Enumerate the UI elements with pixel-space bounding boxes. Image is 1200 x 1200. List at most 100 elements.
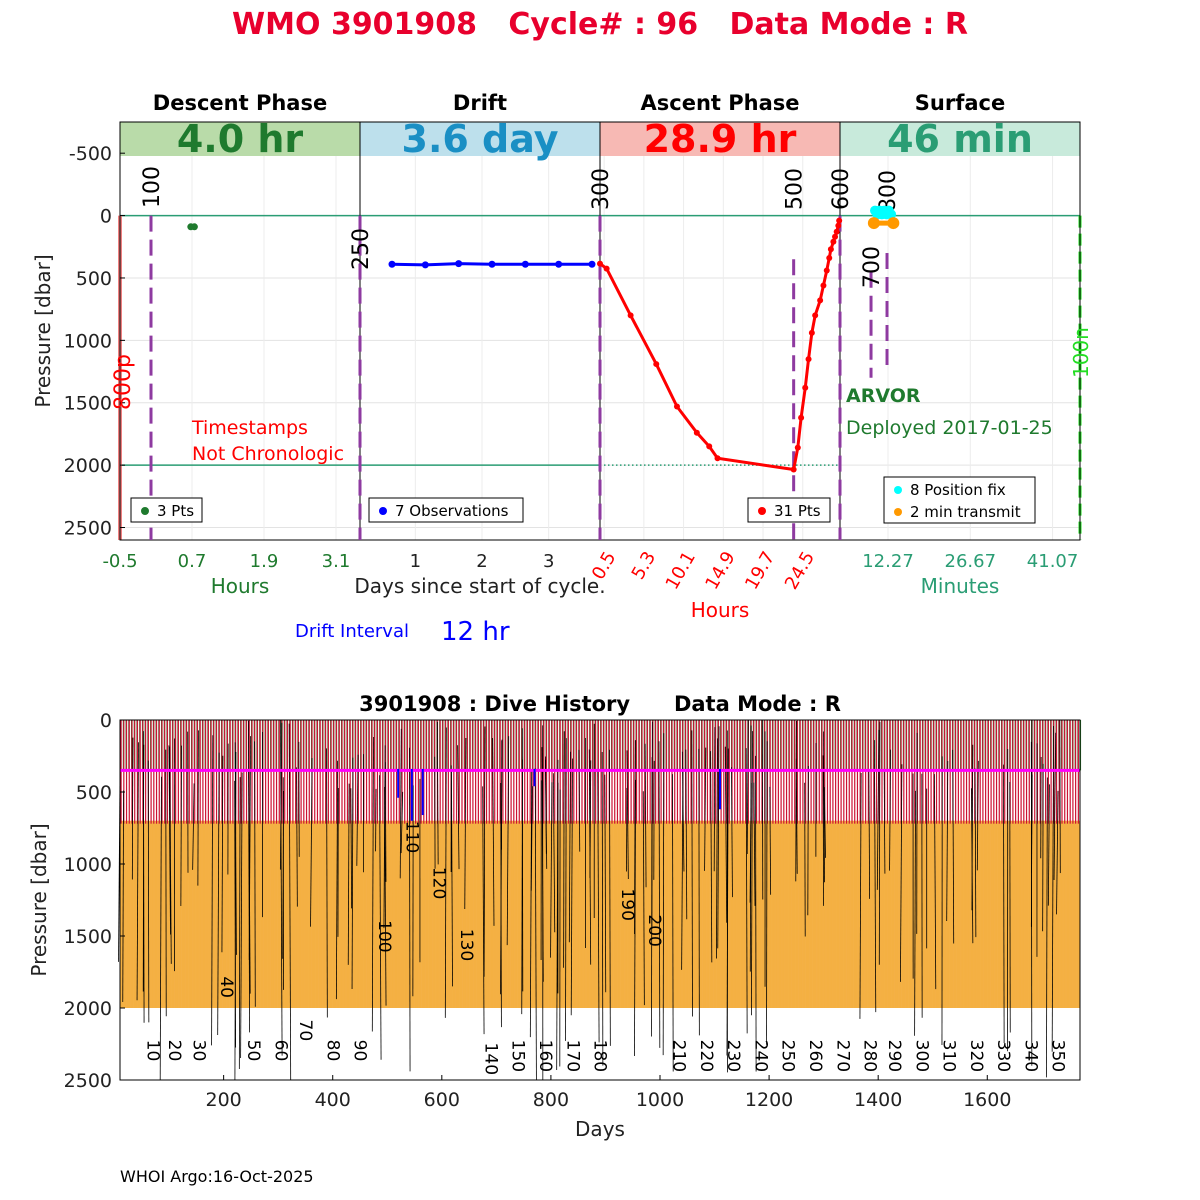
surface-side-label: 100n xyxy=(1069,327,1093,378)
drift-tick-label: 1 xyxy=(410,551,421,572)
variable-trace xyxy=(122,790,124,1003)
ascent-point xyxy=(830,238,837,245)
variable-trace xyxy=(824,787,826,858)
drift-tick-label: 2 xyxy=(476,551,487,572)
surface-legend-swatch xyxy=(894,508,902,516)
variable-trace xyxy=(234,780,237,1048)
variable-trace xyxy=(444,727,447,1018)
marker-label-800: 800 xyxy=(876,170,901,212)
phase-title: Drift xyxy=(453,91,507,115)
cycle-label: 90 xyxy=(350,1040,370,1062)
y-axis-label: Pressure [dbar] xyxy=(31,254,55,407)
cycle-label: 130 xyxy=(456,929,476,961)
cycle-label: 70 xyxy=(295,1020,315,1042)
variable-trace xyxy=(238,777,241,1070)
variable-trace xyxy=(876,729,880,890)
variable-trace xyxy=(534,768,537,1081)
variable-trace xyxy=(399,728,402,879)
variable-trace xyxy=(823,731,825,883)
cycle-label: 230 xyxy=(723,1040,743,1072)
variable-trace xyxy=(749,782,752,903)
history-y-tick-label: 500 xyxy=(76,782,112,804)
timestamp-warning: Timestamps xyxy=(191,417,308,439)
variable-trace xyxy=(400,791,404,854)
drift-legend-box xyxy=(368,497,524,523)
drift-legend-swatch xyxy=(379,507,387,515)
float-model: ARVOR xyxy=(846,385,921,407)
history-y-tick-label: 0 xyxy=(100,710,112,732)
surface-legend-box xyxy=(883,476,1036,524)
surface-x-label: Minutes xyxy=(921,574,1000,598)
drift-interval-label: Drift Interval xyxy=(295,621,409,642)
cycle-label: 220 xyxy=(696,1040,716,1072)
cycle-label: 110 xyxy=(401,821,421,853)
descent-legend-swatch xyxy=(141,507,149,515)
history-frame xyxy=(119,719,1081,1081)
variable-trace xyxy=(952,749,955,944)
variable-trace xyxy=(379,775,382,1060)
variable-trace xyxy=(482,786,485,1035)
ascent-point xyxy=(802,384,809,391)
variable-trace xyxy=(1053,732,1057,881)
history-y-tick-label: 1500 xyxy=(64,926,112,948)
variable-trace xyxy=(662,733,665,1056)
variable-trace xyxy=(192,783,195,870)
descent-side-label: 800p xyxy=(111,354,136,410)
cycle-label: 260 xyxy=(805,1040,825,1072)
variable-trace xyxy=(604,774,607,993)
variable-trace xyxy=(565,738,567,1041)
ascent-point xyxy=(833,228,840,235)
ascent-point xyxy=(714,455,721,462)
cycle-label: 20 xyxy=(164,1040,184,1062)
cycle-label: 270 xyxy=(832,1040,852,1072)
variable-trace xyxy=(500,739,503,995)
cycle-label: 10 xyxy=(142,1040,162,1062)
variable-trace xyxy=(288,723,292,1080)
cycle-label: 60 xyxy=(270,1040,290,1062)
variable-trace xyxy=(168,745,171,935)
cycle-label: 210 xyxy=(669,1040,689,1072)
history-x-tick-label: 1000 xyxy=(636,1089,684,1111)
variable-trace xyxy=(914,790,916,1036)
variable-trace xyxy=(356,754,359,866)
variable-trace xyxy=(681,767,684,970)
descent-tick-label: -0.5 xyxy=(102,551,137,572)
cycle-label: 200 xyxy=(644,914,664,946)
ascent-point xyxy=(794,444,801,451)
variable-trace xyxy=(310,757,313,927)
drift-point xyxy=(488,260,496,268)
variable-trace xyxy=(859,773,862,1019)
variable-trace xyxy=(698,748,700,1036)
ascent-x-label: Hours xyxy=(691,598,750,622)
variable-trace xyxy=(436,721,439,865)
variable-trace xyxy=(601,751,604,1066)
ascent-point xyxy=(597,260,603,267)
variable-trace xyxy=(1056,790,1059,915)
cycle-label: 100 xyxy=(374,920,394,952)
cycle-label: 240 xyxy=(750,1040,770,1072)
variable-trace xyxy=(874,740,877,1013)
phase-band xyxy=(600,122,840,156)
variable-trace xyxy=(713,727,716,872)
variable-trace xyxy=(136,742,139,1001)
y-tick-label: 2500 xyxy=(64,518,112,540)
variable-trace xyxy=(371,737,374,1032)
variable-trace xyxy=(704,747,707,871)
variable-trace xyxy=(746,720,749,855)
variable-trace xyxy=(868,769,871,899)
ascent-point xyxy=(706,443,713,450)
variable-trace xyxy=(588,749,592,965)
variable-trace xyxy=(642,791,645,1006)
phase-duration: 28.9 hr xyxy=(644,117,797,161)
cycle-label: 300 xyxy=(911,1040,931,1072)
variable-trace xyxy=(1046,777,1048,1078)
cycle-label: 250 xyxy=(778,1040,798,1072)
variable-trace xyxy=(766,741,768,1045)
cycle-label: 120 xyxy=(429,867,449,899)
variable-trace xyxy=(464,738,467,909)
timestamp-warning: Not Chronologic xyxy=(192,443,344,465)
variable-trace xyxy=(347,783,350,965)
variable-trace xyxy=(350,788,352,909)
cycle-label: 30 xyxy=(189,1040,209,1062)
